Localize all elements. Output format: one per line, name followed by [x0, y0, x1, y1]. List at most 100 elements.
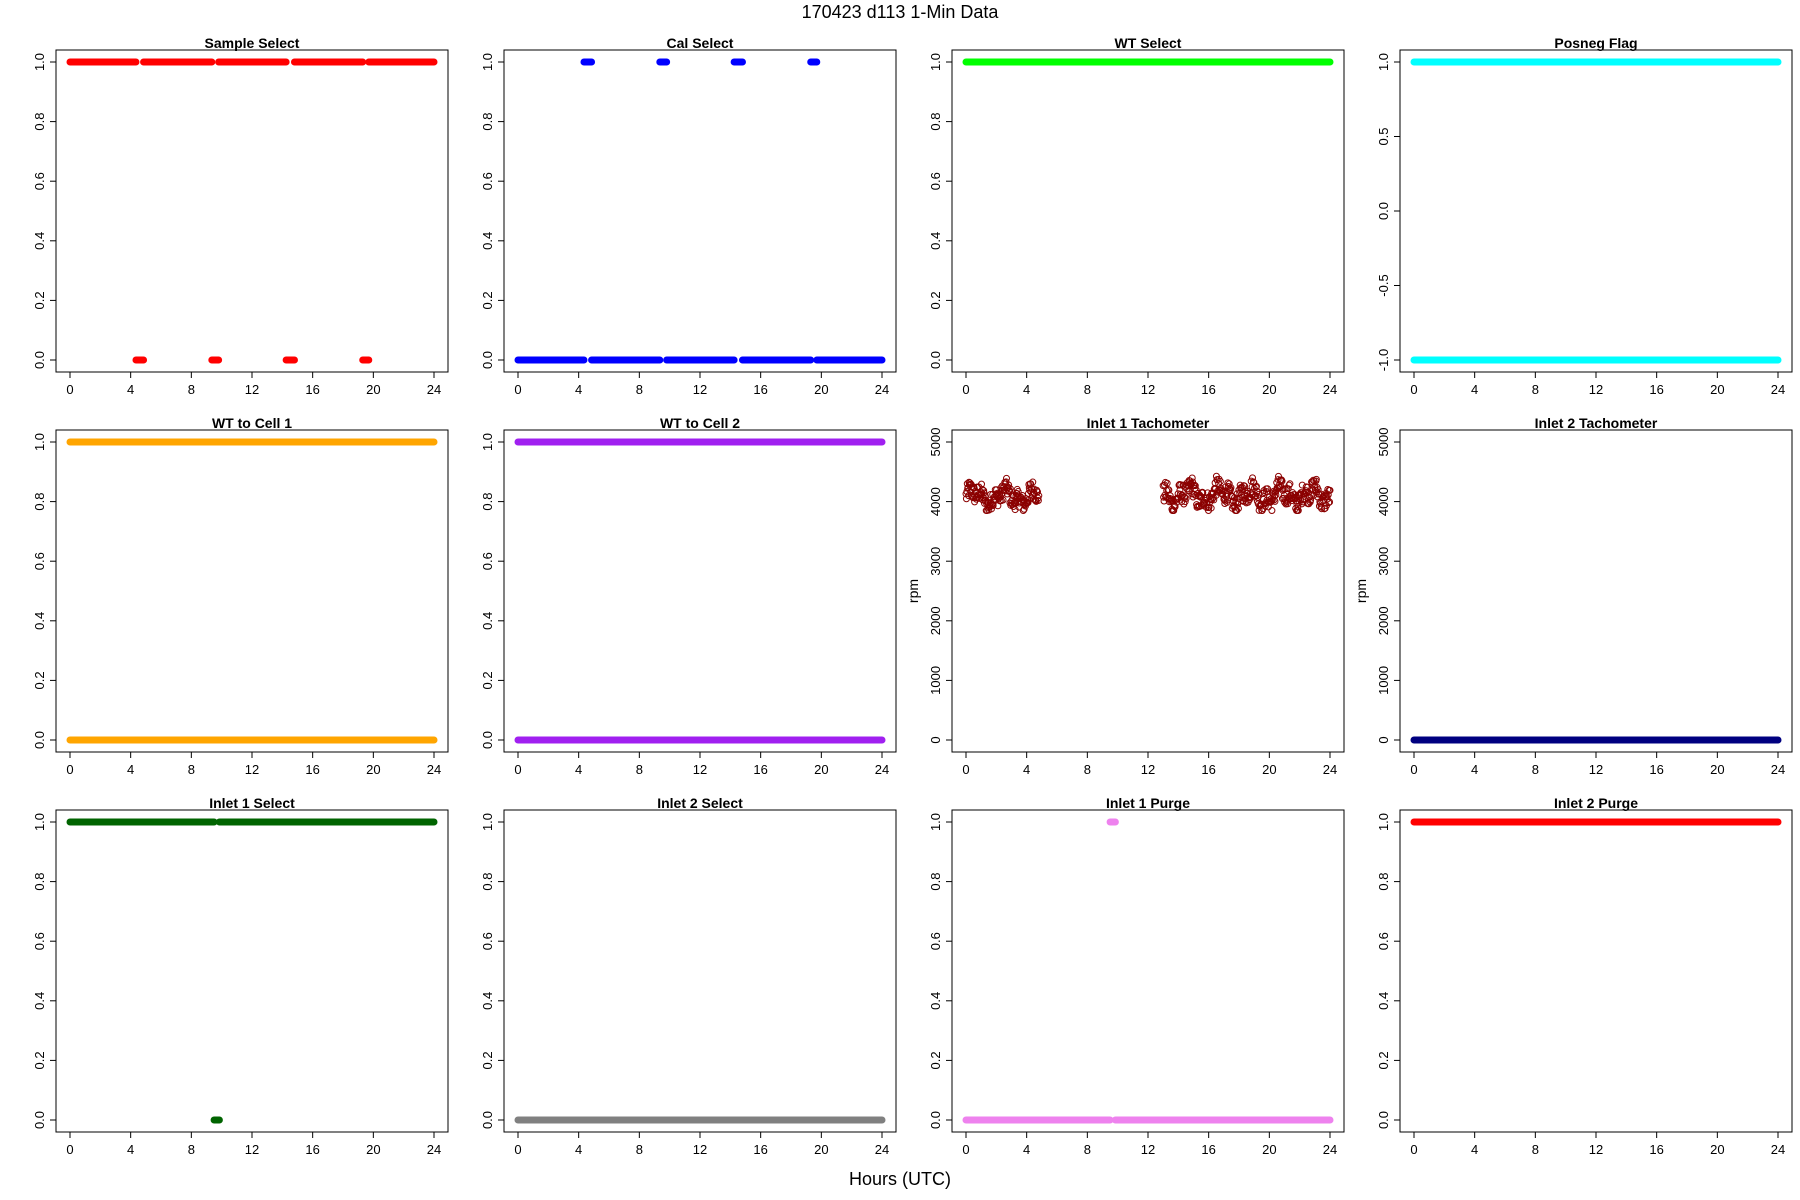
- x-tick-label: 4: [1471, 762, 1478, 777]
- panel-title: WT to Cell 2: [660, 415, 740, 431]
- x-tick-label: 16: [305, 382, 319, 397]
- data-point: [1173, 498, 1181, 506]
- y-tick-label: 5000: [928, 428, 943, 457]
- plot-frame: [55, 429, 449, 753]
- x-tick-label: 4: [575, 382, 582, 397]
- x-tick-label: 0: [962, 762, 969, 777]
- x-tick-label: 16: [305, 762, 319, 777]
- x-tick-label: 20: [1710, 382, 1724, 397]
- y-tick-label: 0.4: [1376, 992, 1391, 1010]
- y-tick-label: 1.0: [32, 813, 47, 831]
- x-tick-label: 0: [66, 762, 73, 777]
- x-tick-label: 20: [366, 1142, 380, 1157]
- y-tick-label: 1.0: [928, 813, 943, 831]
- data-point: [1253, 487, 1261, 495]
- y-tick-label: 0.2: [928, 1051, 943, 1069]
- y-tick-label: 0.4: [928, 992, 943, 1010]
- y-tick-label: 0.5: [1376, 127, 1391, 145]
- data-point: [1318, 505, 1326, 513]
- x-tick-label: 20: [366, 762, 380, 777]
- panel-cal-select: Cal Select 0 4 8 12 16 20 24 0.0 0.2 0.4 0.6 0.8 1.0: [480, 35, 897, 397]
- x-tick-label: 0: [514, 762, 521, 777]
- x-tick-label: 24: [1771, 762, 1785, 777]
- data-point: [980, 489, 988, 497]
- data-point: [1304, 483, 1312, 491]
- data-point: [1252, 482, 1260, 490]
- y-tick-label: 0.4: [480, 232, 495, 250]
- x-tick-label: 24: [1323, 382, 1337, 397]
- data-point: [1326, 498, 1334, 506]
- plot-frame: [951, 49, 1345, 373]
- x-tick-label: 20: [1710, 762, 1724, 777]
- y-tick-label: 0.6: [480, 172, 495, 190]
- data-point: [1309, 476, 1317, 484]
- x-tick-label: 0: [962, 1142, 969, 1157]
- x-tick-label: 20: [814, 1142, 828, 1157]
- x-tick-label: 12: [1141, 382, 1155, 397]
- data-point: [1204, 489, 1212, 497]
- y-tick-label: 0.2: [480, 291, 495, 309]
- x-tick-label: 12: [245, 382, 259, 397]
- plot-frame: [55, 49, 449, 373]
- x-tick-label: 0: [1410, 382, 1417, 397]
- y-tick-label: 2000: [928, 606, 943, 635]
- y-tick-label: 0: [1376, 736, 1391, 743]
- y-tick-label: 1.0: [1376, 813, 1391, 831]
- data-point: [1285, 481, 1293, 489]
- y-tick-label: 0.6: [32, 172, 47, 190]
- data-point: [1232, 498, 1240, 506]
- x-tick-label: 24: [1771, 1142, 1785, 1157]
- panel-title: WT to Cell 1: [212, 415, 292, 431]
- x-tick-label: 20: [1262, 1142, 1276, 1157]
- y-tick-label: 0.2: [32, 291, 47, 309]
- data-point: [1020, 505, 1028, 513]
- y-tick-label: 1.0: [480, 813, 495, 831]
- data-point: [1199, 489, 1207, 497]
- x-tick-label: 12: [693, 1142, 707, 1157]
- y-tick-label: 0.8: [32, 873, 47, 891]
- x-tick-label: 20: [814, 382, 828, 397]
- x-tick-label: 4: [575, 762, 582, 777]
- panel-title: Sample Select: [205, 35, 300, 51]
- x-tick-label: 12: [1589, 762, 1603, 777]
- data-point: [1307, 496, 1315, 504]
- data-point: [1171, 503, 1179, 511]
- x-tick-label: 24: [1323, 762, 1337, 777]
- y-tick-label: 0.0: [32, 731, 47, 749]
- x-tick-label: 8: [188, 382, 195, 397]
- panel-inlet-1-select: Inlet 1 Select 0 4 8 12 16 20 24 0.0 0.2 0.4 0.6 0.8…: [32, 795, 449, 1157]
- x-tick-label: 16: [1649, 762, 1663, 777]
- x-tick-label: 8: [1084, 1142, 1091, 1157]
- data-point: [1181, 494, 1189, 502]
- y-tick-label: 0.2: [480, 671, 495, 689]
- x-tick-label: 0: [1410, 762, 1417, 777]
- y-tick-label: 0.6: [1376, 932, 1391, 950]
- y-tick-label: 1.0: [32, 53, 47, 71]
- data-point: [1216, 477, 1224, 485]
- panel-title: Inlet 2 Tachometer: [1535, 415, 1658, 431]
- x-tick-label: 16: [1201, 762, 1215, 777]
- x-tick-label: 16: [1201, 382, 1215, 397]
- data-point: [1035, 492, 1043, 500]
- x-tick-label: 16: [753, 762, 767, 777]
- plot-frame: [1399, 809, 1793, 1133]
- data-point: [987, 505, 995, 513]
- data-point: [1207, 504, 1215, 512]
- x-tick-label: 0: [66, 1142, 73, 1157]
- data-point: [1271, 488, 1279, 496]
- data-point: [1191, 484, 1199, 492]
- data-point: [1011, 498, 1019, 506]
- data-point: [1029, 478, 1037, 486]
- y-tick-label: 0.0: [32, 1111, 47, 1129]
- x-tick-label: 20: [814, 762, 828, 777]
- data-point: [1170, 507, 1178, 515]
- y-tick-label: 0.6: [928, 932, 943, 950]
- y-tick-label: 0.4: [32, 232, 47, 250]
- data-point: [1027, 480, 1035, 488]
- data-point: [1294, 507, 1302, 515]
- x-tick-label: 0: [66, 382, 73, 397]
- y-tick-label: 1.0: [928, 53, 943, 71]
- y-tick-label: 0.0: [928, 351, 943, 369]
- plot-frame: [951, 429, 1345, 753]
